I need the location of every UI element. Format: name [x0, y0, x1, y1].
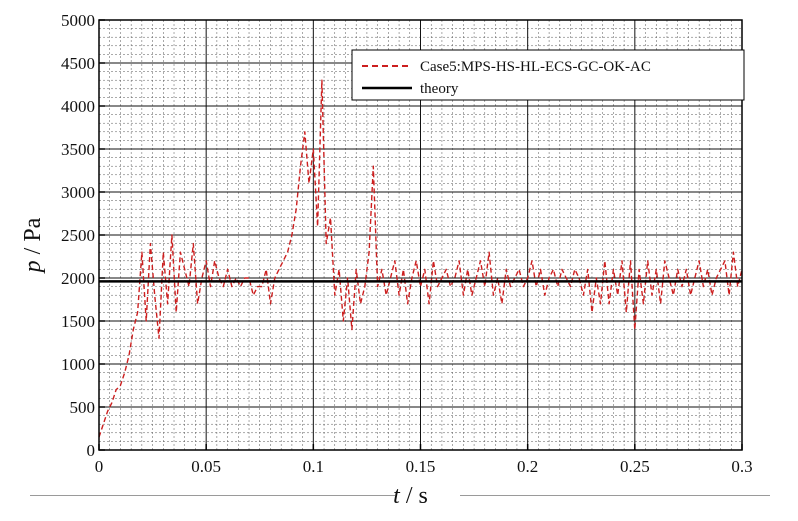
- x-axis-title-unit: / s: [400, 483, 428, 509]
- y-axis-title: p / Pa: [20, 217, 46, 274]
- legend-box: [351, 49, 745, 101]
- x-tick-label: 0.25: [620, 457, 650, 476]
- y-tick-label: 500: [70, 398, 96, 417]
- legend: Case5:MPS-HS-HL-ECS-GC-OK-AC theory: [351, 49, 745, 101]
- x-tick-label: 0.15: [406, 457, 436, 476]
- y-tick-label: 2500: [61, 226, 95, 245]
- y-tick-label: 3500: [61, 140, 95, 159]
- series-line-case5: [98, 79, 743, 438]
- y-axis-title-unit: / Pa: [20, 217, 46, 260]
- x-tick-label: 0.3: [731, 457, 752, 476]
- y-tick-label: 4000: [61, 97, 95, 116]
- legend-label-theory: theory: [420, 81, 459, 97]
- y-tick-label: 1500: [61, 312, 95, 331]
- legend-label-case5: Case5:MPS-HS-HL-ECS-GC-OK-AC: [420, 59, 651, 75]
- x-axis-ticks: 0 0.05 0.1 0.15 0.2 0.25 0.3: [95, 444, 753, 476]
- y-axis-title-symbol: p: [20, 260, 46, 274]
- x-axis-title: t / s: [393, 483, 428, 509]
- x-tick-label: 0: [95, 457, 104, 476]
- x-tick-label: 0.05: [191, 457, 221, 476]
- x-tick-label: 0.2: [517, 457, 538, 476]
- y-tick-label: 4500: [61, 54, 95, 73]
- y-tick-label: 1000: [61, 355, 95, 374]
- series-layer: [98, 79, 743, 438]
- y-tick-label: 5000: [61, 11, 95, 30]
- y-tick-label: 2000: [61, 269, 95, 288]
- y-tick-label: 3000: [61, 183, 95, 202]
- x-tick-label: 0.1: [303, 457, 324, 476]
- bottom-rule-left: [30, 495, 395, 496]
- bottom-rule-right: [460, 495, 770, 496]
- y-tick-label: 0: [87, 441, 96, 460]
- x-axis-title-symbol: t: [393, 483, 401, 509]
- y-axis-ticks: 0 500 1000 1500 2000 2500 3000 3500 4000 4500 5000: [61, 11, 105, 460]
